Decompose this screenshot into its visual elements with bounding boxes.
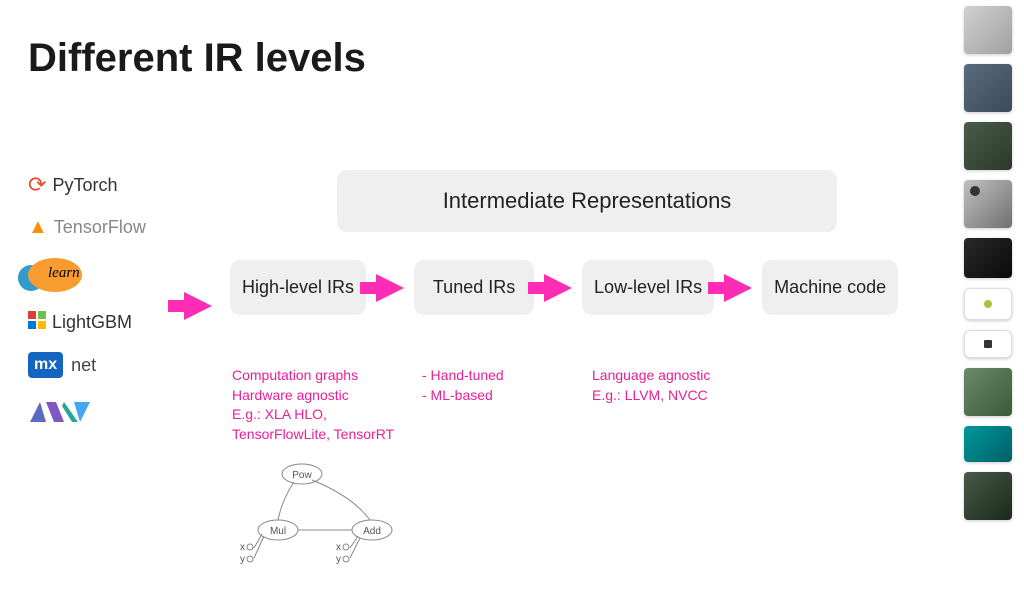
graph-node-mul: Mul (270, 526, 286, 537)
hw-cpu-icon (964, 6, 1012, 54)
annot-low-level: Language agnostic E.g.: LLVM, NVCC (592, 366, 772, 405)
annot-tuned: - Hand-tuned - ML-based (422, 366, 562, 405)
computation-graph-diagram: Pow Mul Add x y x y (232, 460, 412, 580)
framework-jax (28, 396, 178, 428)
graph-input-y-2: y (336, 554, 341, 565)
mxnet-badge-label: mx (28, 352, 63, 378)
hw-arduino-icon (964, 426, 1012, 462)
hw-gpu-black-icon (964, 238, 1012, 278)
box-low-level-irs: Low-level IRs (582, 260, 714, 315)
graph-node-pow: Pow (292, 470, 312, 481)
graph-input-x-2: x (336, 542, 341, 553)
slide-title: Different IR levels (28, 36, 366, 81)
hw-fpga-icon (964, 472, 1012, 520)
hw-board-icon (964, 122, 1012, 170)
arrow-tuned-to-low (544, 274, 572, 302)
pytorch-label: PyTorch (52, 175, 117, 196)
jax-icon (28, 396, 92, 428)
arrow-high-to-tuned (376, 274, 404, 302)
hw-raspberry-pi-icon (964, 368, 1012, 416)
box-tuned-irs: Tuned IRs (414, 260, 534, 315)
lightgbm-icon (28, 311, 46, 334)
arrow-low-to-machine (724, 274, 752, 302)
pytorch-icon: ⟳ (28, 172, 46, 198)
box-high-level-irs: High-level IRs (230, 260, 366, 315)
box-machine-code: Machine code (762, 260, 898, 315)
framework-sklearn: learn (28, 257, 178, 293)
ir-banner: Intermediate Representations (337, 170, 837, 232)
framework-lightgbm: LightGBM (28, 311, 178, 334)
annot-high-level: Computation graphs Hardware agnostic E.g… (232, 366, 412, 444)
hw-gpu-silver-icon (964, 180, 1012, 228)
tensorflow-icon: ▲ (28, 216, 48, 239)
framework-tensorflow: ▲ TensorFlow (28, 216, 178, 239)
hw-android-phone-icon (964, 288, 1012, 320)
framework-mxnet: mxnet (28, 352, 178, 378)
sklearn-label: learn (48, 265, 80, 282)
hw-chip-icon (964, 64, 1012, 112)
frameworks-column: ⟳ PyTorch ▲ TensorFlow learn LightGBM mx… (28, 172, 178, 428)
graph-node-add: Add (363, 526, 381, 537)
lightgbm-label: LightGBM (52, 312, 132, 333)
tensorflow-label: TensorFlow (54, 217, 146, 238)
hw-iphone-icon (964, 330, 1012, 358)
flow-row: High-level IRs Tuned IRs Low-level IRs M… (230, 260, 944, 315)
mxnet-suffix-label: net (71, 355, 96, 376)
arrow-frameworks-to-high (184, 292, 212, 320)
hardware-strip (964, 6, 1016, 520)
graph-input-y-1: y (240, 554, 245, 565)
graph-input-x-1: x (240, 542, 245, 553)
pipeline: Intermediate Representations High-level … (230, 170, 944, 315)
framework-pytorch: ⟳ PyTorch (28, 172, 178, 198)
